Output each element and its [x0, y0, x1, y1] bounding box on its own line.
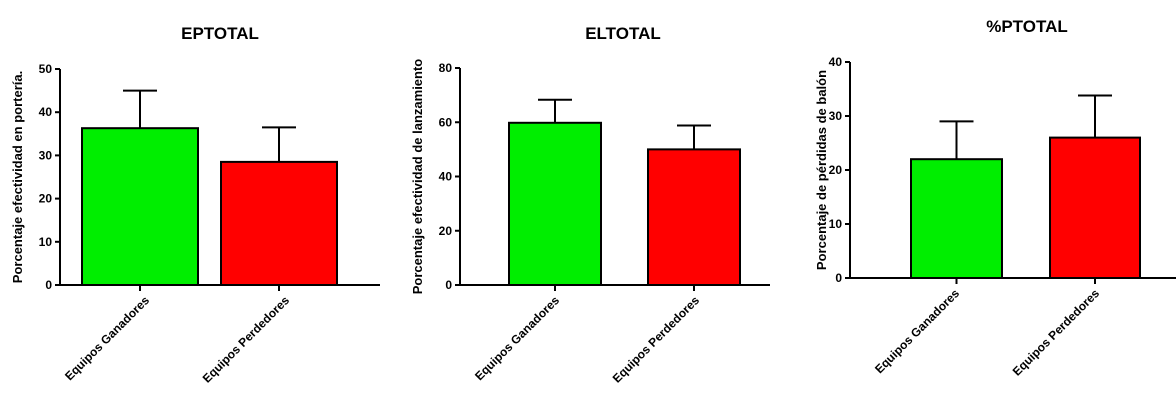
- y-tick-label: 60: [439, 115, 453, 129]
- y-axis-label: Porcentaje efectividad de lanzamiento: [410, 59, 425, 295]
- y-tick-label: 30: [829, 109, 843, 123]
- chart-eptotal: EPTOTAL Porcentaje efectividad en porterí…: [10, 24, 380, 386]
- y-tick-label: 40: [829, 55, 843, 69]
- y-tick-label: 40: [39, 105, 53, 119]
- y-tick-label: 0: [835, 271, 842, 285]
- y-tick-label: 10: [829, 217, 843, 231]
- x-category-label: Equipos Ganadores: [472, 293, 562, 383]
- y-tick-label: 10: [39, 235, 53, 249]
- x-category-label: Equipos Ganadores: [62, 293, 152, 383]
- chart-title: ELTOTAL: [585, 24, 661, 43]
- y-tick-label: 20: [39, 192, 53, 206]
- y-tick-label: 50: [39, 62, 53, 76]
- y-axis-label: Porcentaje efectividad en portería.: [10, 71, 25, 283]
- x-category-label: Equipos Perdedores: [1010, 286, 1103, 379]
- bar: [508, 121, 602, 287]
- chart-title: %PTOTAL: [986, 17, 1068, 36]
- y-tick-label: 30: [39, 148, 53, 162]
- x-category-label: Equipos Ganadores: [872, 286, 962, 376]
- x-category-label: Equipos Perdedores: [200, 293, 293, 386]
- bar: [910, 158, 1003, 279]
- bar: [647, 148, 741, 286]
- chart-ptotal: %PTOTAL Porcentaje de pérdidas de balón 0 1…: [814, 17, 1176, 379]
- y-tick-label: 20: [829, 163, 843, 177]
- chart-title: EPTOTAL: [181, 24, 259, 43]
- bar: [1049, 136, 1141, 279]
- bar: [81, 127, 199, 286]
- y-tick-label: 20: [439, 224, 453, 238]
- x-category-label: Equipos Perdedores: [610, 293, 703, 386]
- y-axis-label: Porcentaje de pérdidas de balón: [814, 70, 829, 270]
- y-tick-label: 0: [445, 278, 452, 292]
- y-tick-label: 40: [439, 170, 453, 184]
- chart-eltotal: ELTOTAL Porcentaje efectividad de lanzami…: [410, 24, 770, 386]
- y-tick-label: 0: [45, 278, 52, 292]
- y-tick-label: 80: [439, 61, 453, 75]
- bar: [220, 160, 338, 287]
